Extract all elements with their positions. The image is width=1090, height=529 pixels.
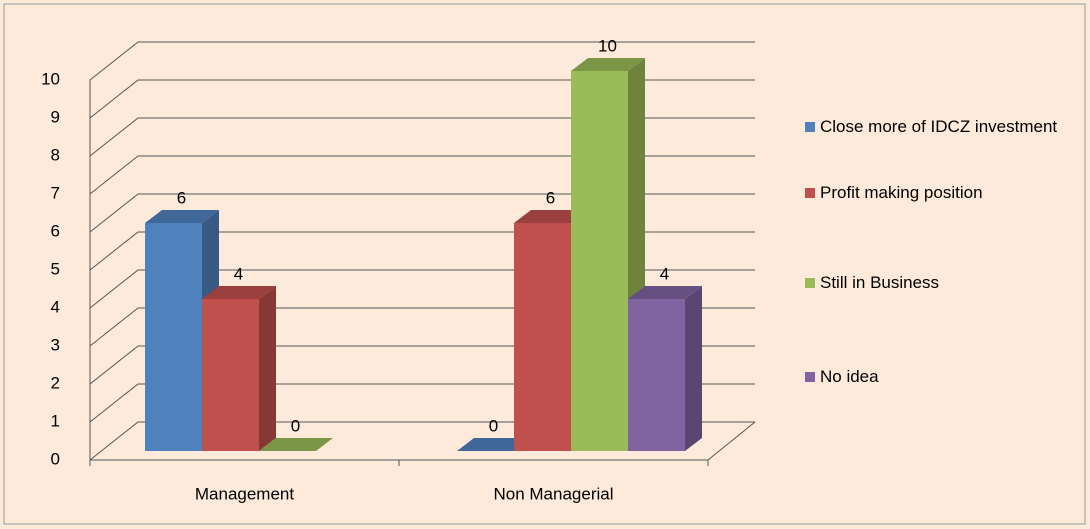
- bar-front: [202, 299, 259, 451]
- data-label: 4: [660, 264, 669, 283]
- bar-front: [145, 223, 202, 451]
- bar-top: [571, 58, 645, 71]
- y-tick-label: 10: [41, 69, 60, 88]
- legend-label: Close more of IDCZ investment: [820, 117, 1058, 136]
- y-tick-label: 0: [51, 449, 60, 468]
- bar-front: [514, 223, 571, 451]
- y-tick-label: 8: [51, 145, 60, 164]
- legend-item: Still in Business: [805, 267, 1065, 299]
- data-label: 6: [177, 188, 186, 207]
- bar-front: [571, 71, 628, 451]
- legend-swatch: [805, 372, 815, 382]
- x-tick-label: Management: [195, 484, 295, 503]
- grid-line: [89, 41, 755, 81]
- legend-item: No idea: [805, 361, 1065, 393]
- data-label: 4: [234, 264, 243, 283]
- bar-top: [202, 286, 276, 299]
- data-label: 0: [489, 416, 498, 435]
- x-tick-label: Non Managerial: [493, 484, 613, 503]
- bar-side: [259, 286, 276, 451]
- legend-label: No idea: [820, 367, 879, 386]
- y-tick-label: 6: [51, 221, 60, 240]
- bar-side: [685, 286, 702, 451]
- bar-top: [457, 438, 531, 451]
- grid-line: [89, 79, 755, 119]
- grid-line: [89, 155, 755, 195]
- chart-border: [3, 3, 1086, 525]
- bar-top: [514, 210, 588, 223]
- bar-top: [259, 438, 333, 451]
- legend-label: Still in Business: [820, 273, 940, 292]
- legend-label: Profit making position: [820, 183, 983, 202]
- y-tick-label: 7: [51, 183, 60, 202]
- bar-top: [145, 210, 219, 223]
- y-tick-label: 9: [51, 107, 60, 126]
- y-tick-label: 5: [51, 259, 60, 278]
- y-tick-label: 4: [51, 297, 60, 316]
- legend-swatch: [805, 278, 815, 288]
- bar-front: [628, 299, 685, 451]
- floor-edge: [707, 421, 756, 461]
- legend-swatch: [805, 122, 815, 132]
- y-tick-label: 1: [51, 411, 60, 430]
- legend-item: Close more of IDCZ investment: [805, 111, 1065, 143]
- y-tick-label: 3: [51, 335, 60, 354]
- bar-top: [628, 286, 702, 299]
- legend-item: Profit making position: [805, 177, 1065, 209]
- data-label: 0: [291, 416, 300, 435]
- legend-swatch: [805, 188, 815, 198]
- data-label: 6: [546, 188, 555, 207]
- y-tick-label: 2: [51, 373, 60, 392]
- data-label: 10: [598, 36, 617, 55]
- grid-line: [89, 193, 755, 233]
- grid-line: [89, 117, 755, 157]
